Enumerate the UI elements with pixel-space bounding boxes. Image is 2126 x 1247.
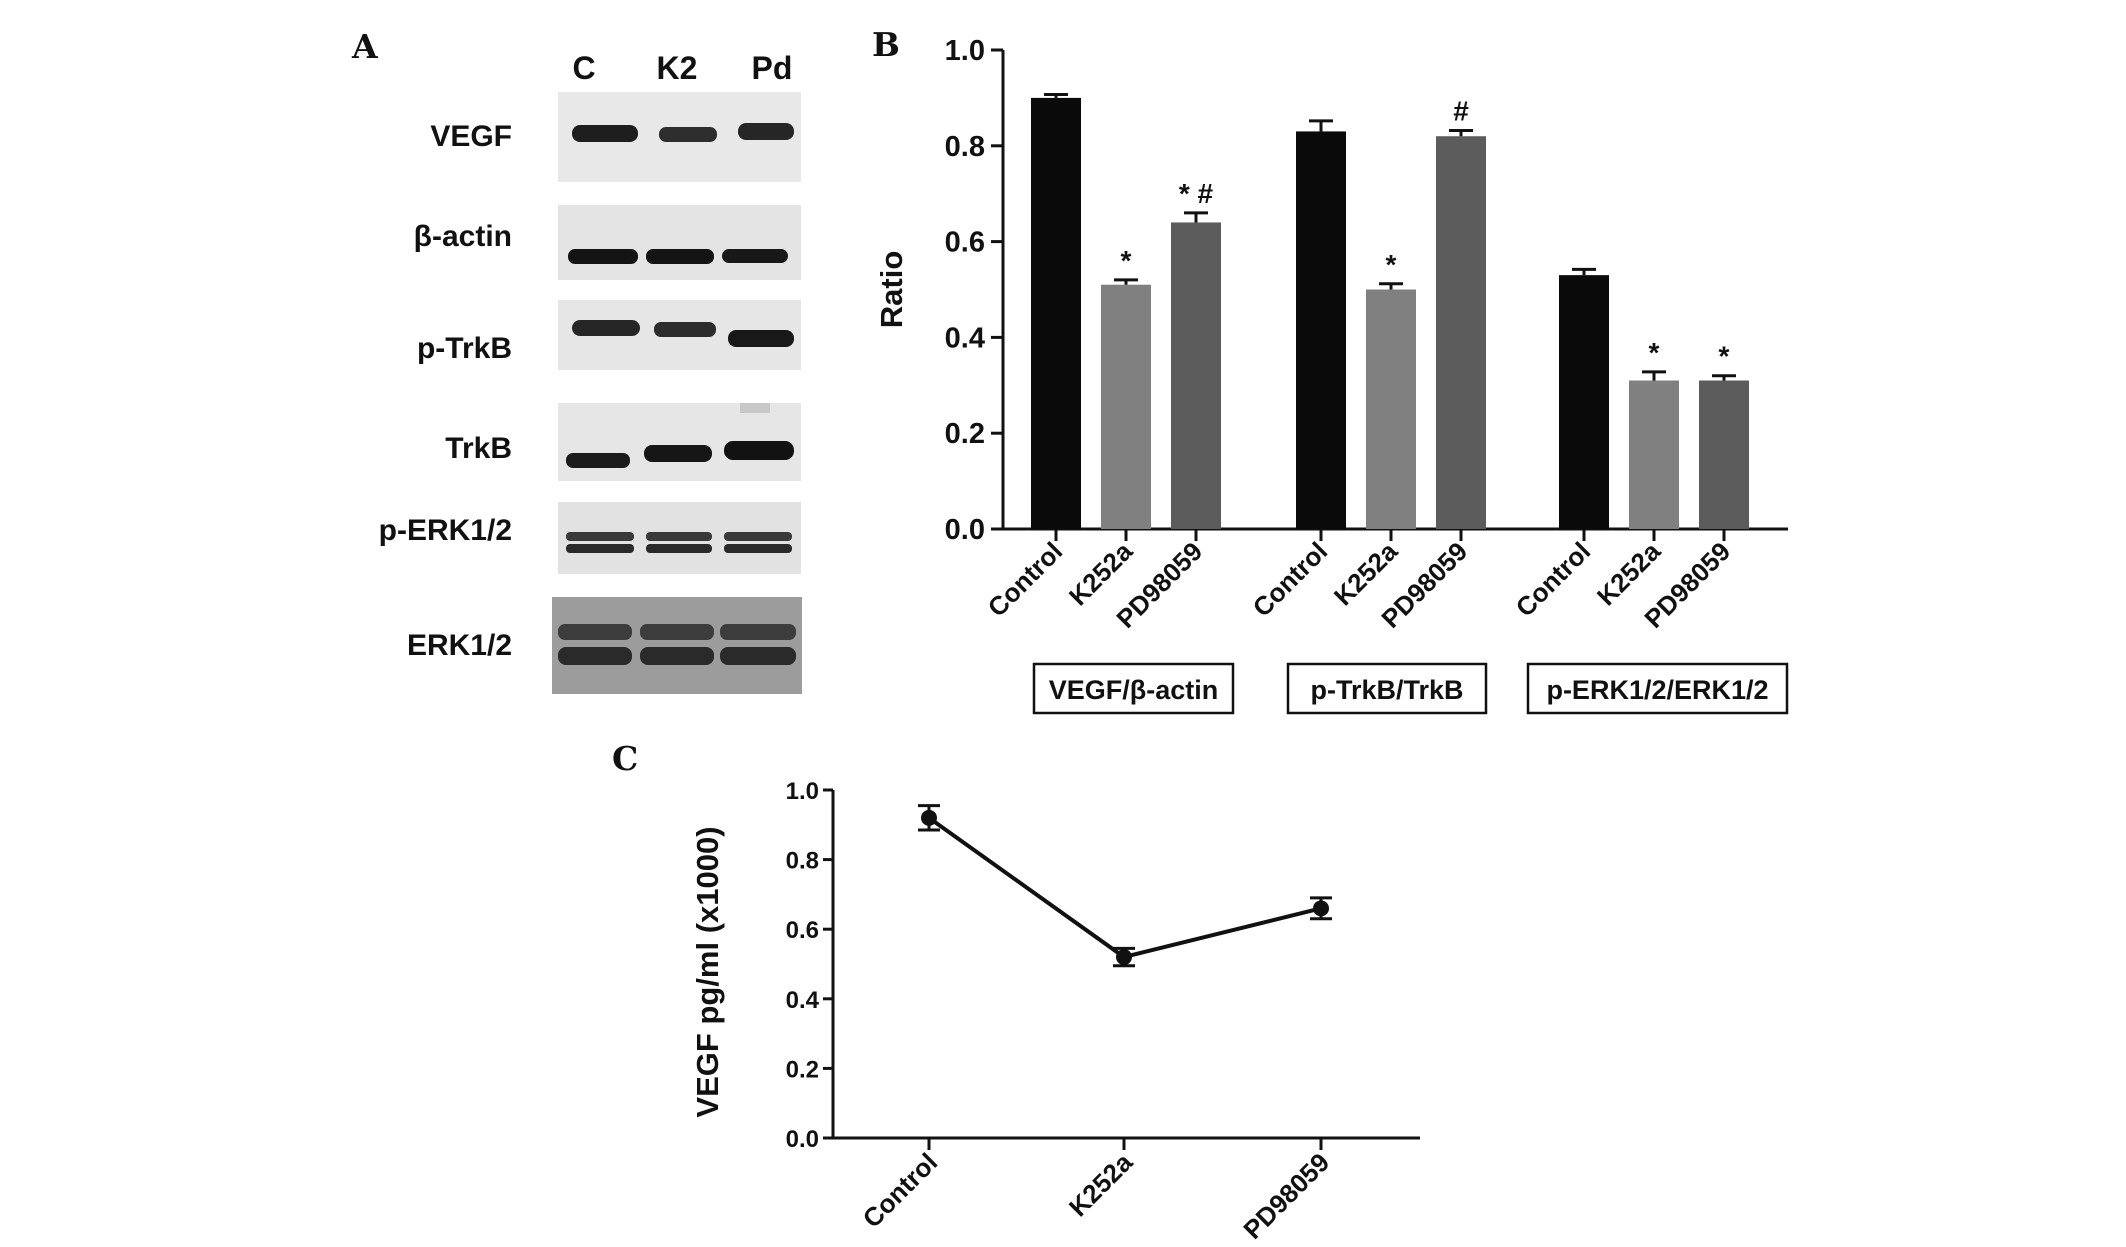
blot-band — [740, 403, 770, 413]
data-point — [921, 809, 937, 826]
y-tick-label: 0.2 — [786, 1056, 819, 1083]
western-blot-panel: C K2 Pd VEGF β-actin p-TrkB TrkB p-ERK1/… — [379, 50, 802, 694]
bar — [1559, 275, 1609, 529]
blot-band — [722, 249, 788, 263]
blot-band — [568, 249, 638, 264]
panel-letter-c: C — [612, 739, 638, 778]
bar — [1031, 97, 1081, 530]
blot-band — [654, 322, 716, 337]
blot-strip-erk — [552, 597, 802, 694]
y-axis-title: Ratio — [874, 251, 909, 329]
blot-band — [566, 532, 634, 541]
blot-band — [566, 544, 634, 553]
blot-row-label-beta-actin: β-actin — [414, 220, 512, 253]
y-tick-label: 0.4 — [786, 987, 820, 1014]
blot-band — [646, 544, 712, 553]
blot-row-label-p-trkb: p-TrkB — [417, 332, 512, 365]
blot-band — [640, 647, 714, 665]
group-label: p-ERK1/2/ERK1/2 — [1546, 675, 1768, 705]
lane-label-c: C — [572, 50, 595, 86]
bar — [1296, 131, 1346, 529]
blot-band — [728, 330, 794, 347]
blot-band — [724, 441, 794, 460]
significance-marker: * — [1719, 341, 1730, 372]
y-tick-label: 0.8 — [945, 131, 985, 163]
lane-label-k2: K2 — [657, 50, 698, 86]
blot-band — [724, 544, 792, 553]
y-tick-label: 0.0 — [786, 1126, 819, 1153]
blot-band — [724, 532, 792, 541]
y-axis-title: VEGF pg/ml (x1000) — [690, 826, 725, 1117]
significance-marker: * — [1386, 249, 1397, 280]
panel-letter-b: B — [872, 25, 900, 64]
blot-band — [558, 647, 632, 665]
y-tick-label: 0.6 — [786, 917, 819, 944]
blot-band — [659, 127, 717, 142]
significance-marker: * — [1121, 245, 1132, 276]
data-point — [1116, 949, 1132, 966]
lane-label-pd: Pd — [752, 50, 793, 86]
bar — [1436, 136, 1486, 529]
significance-marker: * — [1649, 337, 1660, 368]
bar — [1366, 289, 1416, 529]
blot-band — [738, 123, 794, 140]
group-label: p-TrkB/TrkB — [1310, 675, 1463, 705]
y-tick-label: 0.2 — [945, 418, 985, 450]
blot-band — [644, 445, 712, 462]
y-tick-label: 0.6 — [945, 227, 985, 259]
blot-strip-beta-actin — [558, 205, 801, 280]
blot-band — [720, 624, 796, 640]
group-label: VEGF/β-actin — [1049, 675, 1219, 705]
blot-band — [646, 532, 712, 541]
y-tick-label: 1.0 — [786, 778, 819, 805]
bar — [1629, 380, 1679, 529]
bar — [1171, 222, 1221, 529]
blot-band — [720, 647, 796, 665]
data-point — [1313, 900, 1329, 917]
blot-band — [640, 624, 714, 640]
group-label-box — [1032, 662, 1235, 715]
blot-row-label-trkb: TrkB — [445, 432, 512, 465]
y-tick-label: 1.0 — [945, 35, 985, 67]
blot-band — [566, 453, 630, 468]
y-tick-label: 0.0 — [945, 514, 985, 546]
blot-band — [558, 624, 632, 640]
blot-band — [646, 249, 714, 264]
blot-row-label-erk: ERK1/2 — [407, 629, 512, 662]
blot-band — [572, 125, 638, 142]
y-tick-label: 0.8 — [786, 848, 819, 875]
significance-marker: # — [1453, 95, 1469, 126]
blot-row-label-p-erk: p-ERK1/2 — [379, 514, 512, 547]
group-label-box — [1286, 662, 1488, 715]
panel-letter-a: A — [351, 27, 378, 66]
significance-marker: * # — [1179, 178, 1214, 209]
bar — [1699, 380, 1749, 529]
blot-row-label-vegf: VEGF — [430, 120, 512, 153]
bar — [1101, 284, 1151, 529]
group-label-box — [1526, 662, 1789, 715]
blot-band — [572, 320, 640, 336]
y-tick-label: 0.4 — [945, 322, 985, 354]
